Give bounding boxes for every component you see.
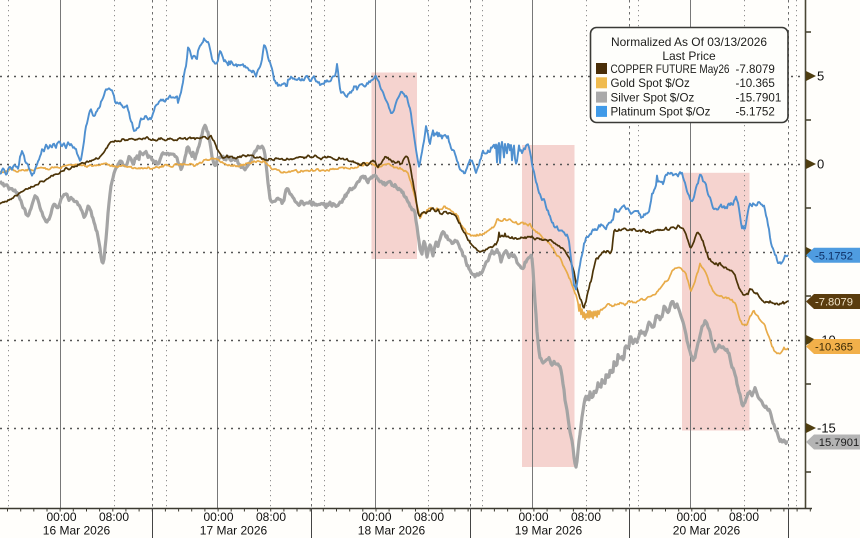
svg-text:19 Mar 2026: 19 Mar 2026 (515, 524, 583, 538)
svg-text:08:00: 08:00 (414, 510, 444, 524)
svg-text:-15.7901: -15.7901 (815, 437, 859, 449)
svg-text:08:00: 08:00 (99, 510, 129, 524)
svg-text:-15: -15 (817, 421, 836, 436)
svg-text:00:00: 00:00 (46, 510, 76, 524)
svg-text:17 Mar 2026: 17 Mar 2026 (200, 524, 268, 538)
svg-text:18 Mar 2026: 18 Mar 2026 (358, 524, 426, 538)
svg-text:0: 0 (817, 157, 824, 172)
svg-text:-10.365: -10.365 (736, 77, 775, 90)
svg-text:00:00: 00:00 (361, 510, 391, 524)
svg-text:00:00: 00:00 (203, 510, 233, 524)
svg-text:-5.1752: -5.1752 (815, 250, 853, 262)
svg-text:-15.7901: -15.7901 (736, 91, 782, 104)
svg-text:Platinum Spot $/Oz: Platinum Spot $/Oz (611, 106, 711, 119)
svg-text:Gold Spot $/Oz: Gold Spot $/Oz (611, 77, 690, 90)
svg-text:COPPER FUTURE May26: COPPER FUTURE May26 (611, 63, 730, 76)
svg-text:-10.365: -10.365 (815, 342, 853, 354)
svg-text:08:00: 08:00 (256, 510, 286, 524)
svg-text:-7.8079: -7.8079 (736, 63, 775, 76)
svg-text:00:00: 00:00 (518, 510, 548, 524)
svg-text:00:00: 00:00 (676, 510, 706, 524)
svg-text:Last Price: Last Price (662, 49, 716, 63)
svg-text:5: 5 (817, 69, 824, 84)
svg-text:Normalized As Of 03/13/2026: Normalized As Of 03/13/2026 (611, 35, 767, 49)
svg-text:Silver Spot $/Oz: Silver Spot $/Oz (611, 91, 695, 104)
svg-text:08:00: 08:00 (571, 510, 601, 524)
svg-text:-5.1752: -5.1752 (736, 106, 775, 119)
svg-text:16 Mar 2026: 16 Mar 2026 (43, 524, 111, 538)
svg-text:-7.8079: -7.8079 (815, 297, 853, 309)
svg-text:08:00: 08:00 (729, 510, 759, 524)
svg-text:20 Mar 2026: 20 Mar 2026 (673, 524, 741, 538)
